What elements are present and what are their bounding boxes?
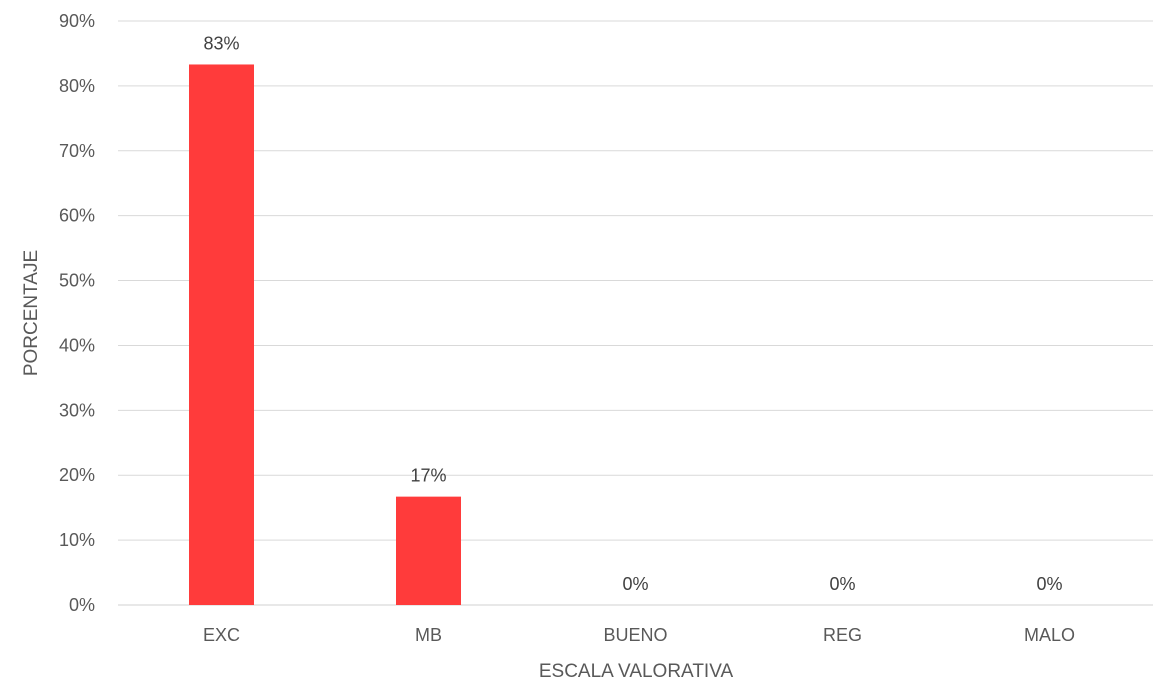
x-tick-label: EXC [203, 625, 240, 645]
gridlines [118, 20, 1153, 606]
y-tick-label: 90% [59, 11, 95, 31]
x-axis-ticks: EXC MB BUENO REG MALO [203, 625, 1075, 645]
data-label: 17% [410, 466, 446, 486]
x-tick-label: REG [823, 625, 862, 645]
data-label: 83% [203, 33, 239, 53]
y-tick-label: 20% [59, 465, 95, 485]
y-tick-label: 10% [59, 530, 95, 550]
x-tick-label: BUENO [603, 625, 667, 645]
y-tick-label: 30% [59, 400, 95, 420]
x-tick-label: MALO [1024, 625, 1075, 645]
x-axis-title: ESCALA VALORATIVA [539, 661, 734, 682]
data-label: 0% [1036, 574, 1062, 594]
data-label: 0% [622, 574, 648, 594]
bar [189, 64, 254, 605]
bar [396, 496, 461, 605]
y-tick-label: 60% [59, 206, 95, 226]
y-tick-label: 50% [59, 271, 95, 291]
bars [189, 64, 461, 605]
data-labels: 83% 17% 0% 0% 0% [203, 33, 1062, 594]
y-axis-ticks: 0% 10% 20% 30% 40% 50% 60% 70% 80% 90% [59, 11, 95, 615]
y-axis-title: PORCENTAJE [21, 250, 42, 376]
y-tick-label: 40% [59, 335, 95, 355]
y-tick-label: 80% [59, 76, 95, 96]
x-tick-label: MB [415, 625, 442, 645]
y-tick-label: 0% [69, 595, 95, 615]
y-tick-label: 70% [59, 141, 95, 161]
data-label: 0% [829, 574, 855, 594]
